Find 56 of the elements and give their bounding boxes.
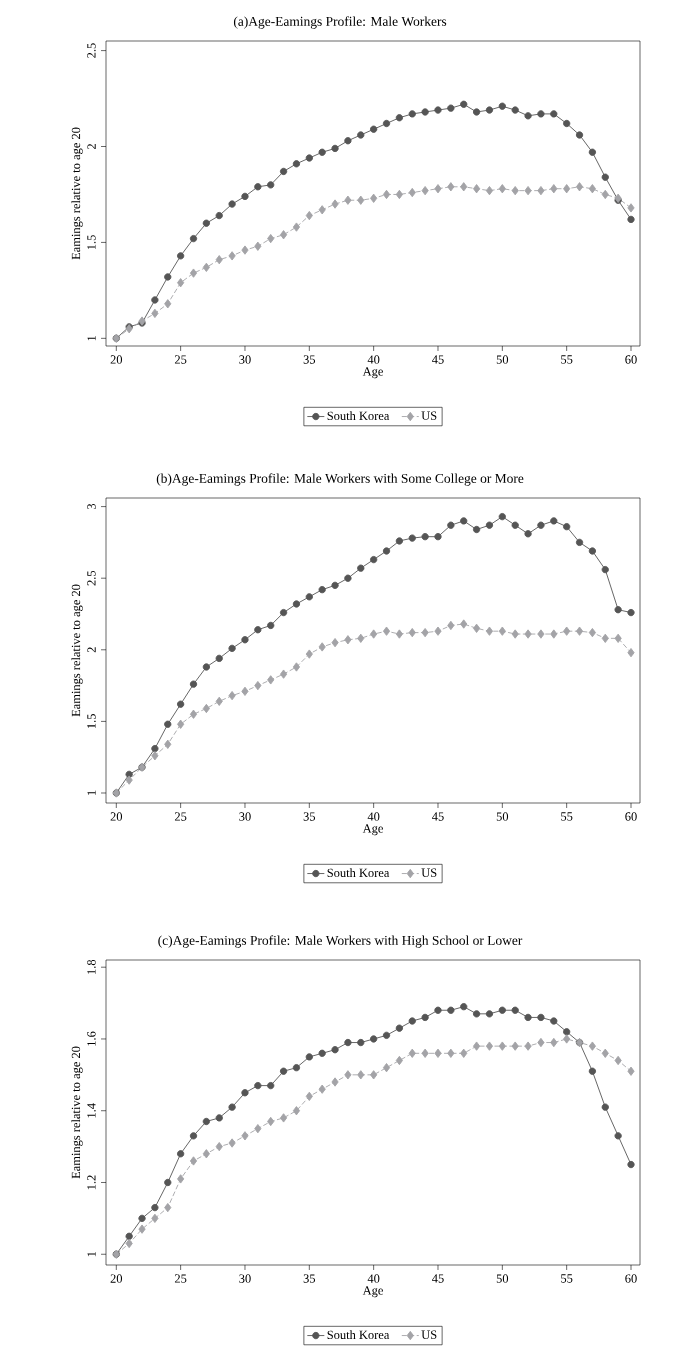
x-tick-label: 20	[110, 355, 123, 364]
x-axis-title: Age	[362, 824, 383, 836]
legend-label: South Korea	[327, 1330, 390, 1340]
y-tick-label: 1	[87, 335, 96, 341]
y-tick-label: 1.6	[87, 1031, 96, 1046]
chart-title: (b)Age-Eamings Profile: Male Workers with Some College or More	[156, 473, 524, 486]
x-tick-label: 55	[561, 812, 573, 821]
x-tick-label: 60	[625, 1274, 637, 1283]
x-tick-label: 55	[561, 355, 573, 364]
x-tick-label: 50	[496, 1274, 509, 1283]
y-tick-label: 1.2	[87, 1175, 96, 1190]
y-tick-label: 3	[87, 503, 96, 510]
chart-title: (c)Age-Eamings Profile: Male Workers with High School or Lower	[158, 935, 523, 948]
x-tick-label: 50	[496, 355, 509, 364]
legend-label: South Korea	[327, 411, 390, 421]
y-tick-label: 2.5	[87, 43, 96, 58]
x-tick-label: 35	[303, 1274, 316, 1283]
x-tick-label: 60	[625, 355, 637, 364]
y-tick-label: 2.5	[87, 570, 96, 586]
y-tick-label: 1.8	[87, 959, 96, 974]
x-tick-label: 40	[367, 355, 380, 364]
y-tick-label: 2	[87, 144, 96, 150]
legend-label: US	[421, 1330, 437, 1339]
x-tick-label: 30	[239, 812, 251, 821]
y-axis-title: Eamings relative to age 20	[71, 584, 83, 717]
x-axis-title: Age	[362, 1286, 383, 1298]
y-tick-label: 1.5	[87, 714, 96, 729]
x-tick-label: 30	[239, 355, 251, 364]
x-tick-label: 25	[174, 355, 187, 364]
legend-label: US	[421, 411, 437, 420]
y-tick-label: 2	[87, 647, 96, 653]
chart-title: (a)Age-Eamings Profile: Male Workers	[233, 16, 447, 29]
legend-label: South Korea	[327, 868, 390, 878]
legend-label: US	[421, 868, 437, 877]
y-tick-label: 1.4	[87, 1103, 96, 1118]
x-tick-label: 20	[110, 1274, 123, 1283]
x-tick-label: 35	[303, 812, 316, 821]
y-axis-title: Eamings relative to age 20	[71, 127, 83, 260]
y-tick-label: 1.5	[87, 235, 96, 250]
x-tick-label: 50	[496, 812, 509, 821]
x-tick-label: 35	[303, 355, 316, 364]
x-tick-label: 40	[367, 812, 380, 821]
x-tick-label: 30	[239, 1274, 251, 1283]
x-tick-label: 45	[432, 1274, 444, 1283]
x-tick-label: 40	[367, 1274, 380, 1283]
x-axis-title: Age	[362, 367, 383, 379]
x-tick-label: 55	[561, 1274, 573, 1283]
x-tick-label: 60	[625, 812, 637, 821]
y-tick-label: 1	[87, 1251, 96, 1257]
x-tick-label: 45	[432, 812, 444, 821]
x-tick-label: 45	[432, 355, 444, 364]
y-axis-title: Eamings relative to age 20	[71, 1046, 83, 1179]
x-tick-label: 20	[110, 812, 123, 821]
x-tick-label: 25	[174, 1274, 187, 1283]
y-tick-label: 1	[87, 790, 96, 796]
x-tick-label: 25	[174, 812, 187, 821]
